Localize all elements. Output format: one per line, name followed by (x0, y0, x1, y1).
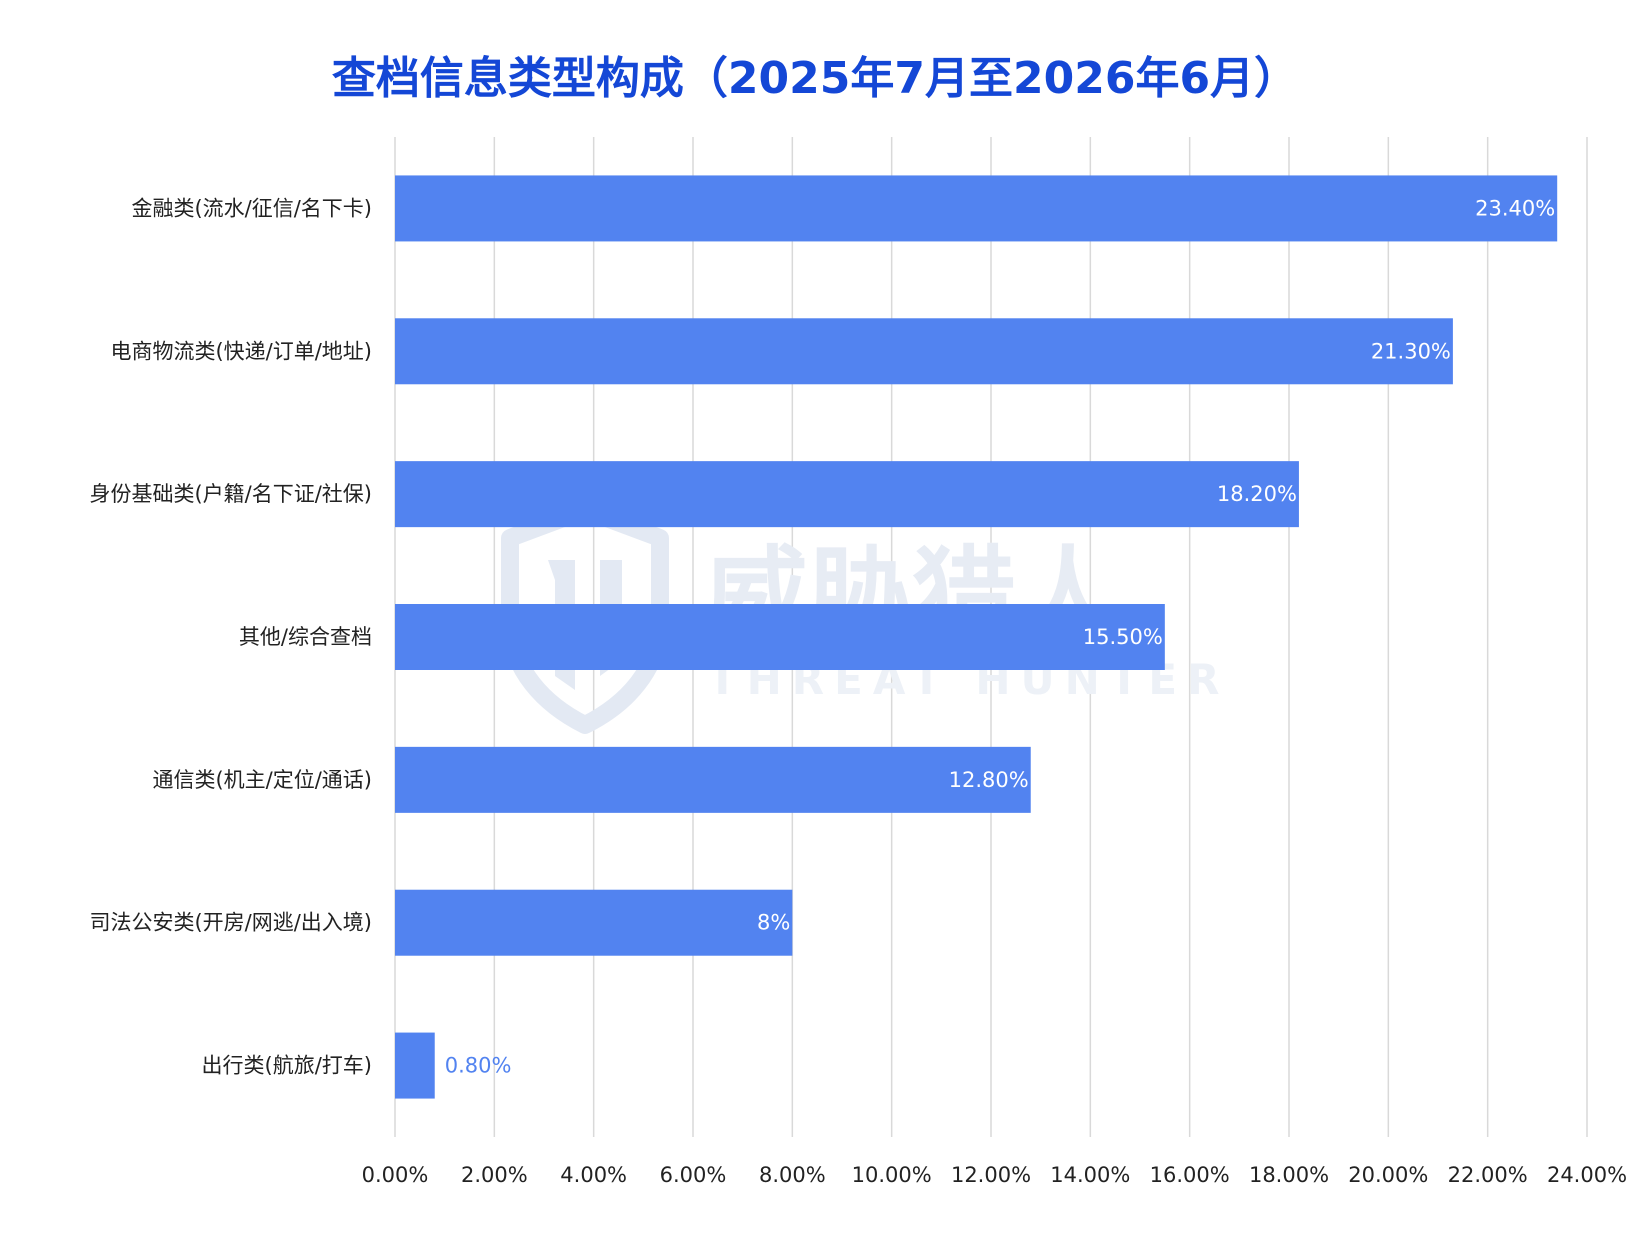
category-label: 出行类(航旅/打车) (202, 1054, 372, 1078)
x-tick-label: 14.00% (1050, 1163, 1130, 1187)
x-tick-label: 16.00% (1150, 1163, 1230, 1187)
bar (395, 1032, 435, 1099)
category-label: 电商物流类(快递/订单/地址) (110, 339, 372, 363)
x-tick-label: 24.00% (1547, 1163, 1627, 1187)
x-tick-label: 20.00% (1348, 1163, 1428, 1187)
x-tick-label: 12.00% (951, 1163, 1031, 1187)
x-axis-tick-labels: 0.00% 2.00% 4.00% 6.00% 8.00% 10.00% 12.00% 14.… (362, 1163, 1627, 1187)
bar (395, 318, 1453, 385)
data-label: 8% (757, 911, 790, 935)
bar (395, 461, 1299, 528)
category-label: 金融类(流水/征信/名下卡) (131, 196, 372, 220)
bar (395, 604, 1165, 670)
bars (395, 175, 1558, 1099)
category-label: 身份基础类(户籍/名下证/社保) (89, 482, 372, 506)
bar (395, 175, 1558, 242)
bar (395, 889, 793, 956)
data-label: 18.20% (1217, 482, 1297, 506)
bar (395, 746, 1031, 813)
chart-title: 查档信息类型构成（2025年7月至2026年6月） (331, 53, 1299, 104)
data-label: 12.80% (949, 768, 1029, 792)
x-tick-label: 8.00% (759, 1163, 826, 1187)
data-label: 0.80% (445, 1054, 512, 1078)
category-labels: 金融类(流水/征信/名下卡) 电商物流类(快递/订单/地址) 身份基础类(户籍/名下… (89, 196, 372, 1077)
x-tick-label: 18.00% (1249, 1163, 1329, 1187)
category-label: 司法公安类(开房/网逃/出入境) (89, 911, 372, 935)
data-label: 21.30% (1371, 339, 1451, 363)
x-tick-label: 4.00% (560, 1163, 627, 1187)
data-label: 15.50% (1083, 625, 1163, 649)
x-tick-label: 22.00% (1448, 1163, 1528, 1187)
x-tick-label: 10.00% (852, 1163, 932, 1187)
category-label: 通信类(机主/定位/通话) (152, 768, 372, 792)
x-tick-label: 6.00% (660, 1163, 727, 1187)
x-tick-label: 0.00% (362, 1163, 429, 1187)
x-tick-label: 2.00% (461, 1163, 528, 1187)
data-labels: 23.40% 21.30% 18.20% 15.50% 12.80% 8% 0.80% (445, 196, 1555, 1077)
category-label: 其他/综合查档 (239, 625, 372, 649)
data-label: 23.40% (1475, 196, 1555, 220)
